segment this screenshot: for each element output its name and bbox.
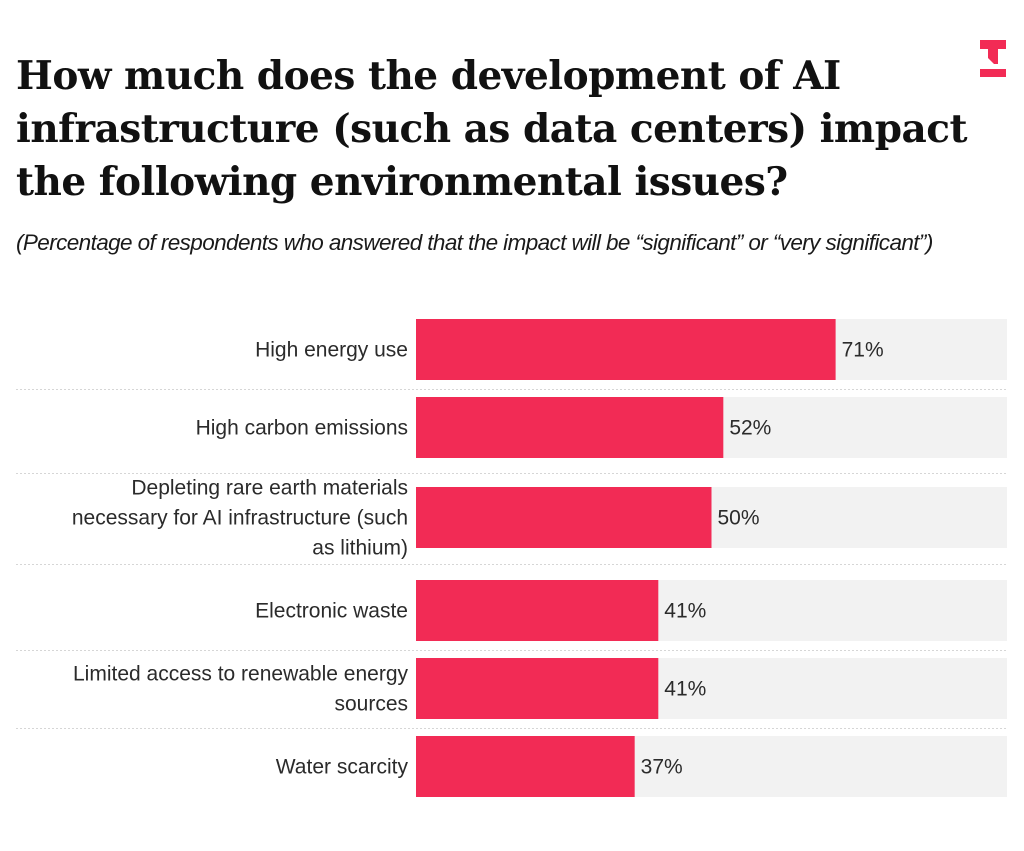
value-label: 50% [718, 507, 760, 530]
category-label: Electronic waste [255, 600, 408, 623]
bar [416, 736, 635, 797]
t-logo-icon [980, 40, 1006, 77]
category-label: High energy use [255, 339, 408, 362]
category-label: as lithium) [312, 537, 408, 560]
category-label: sources [334, 693, 408, 716]
category-label: necessary for AI infrastructure (such [72, 507, 408, 530]
value-label: 41% [664, 600, 706, 623]
bar [416, 397, 724, 458]
bar [416, 319, 836, 380]
chart-subtitle: (Percentage of respondents who answered … [16, 230, 933, 255]
value-label: 37% [641, 756, 683, 779]
category-label: Water scarcity [276, 756, 409, 779]
value-label: 71% [842, 339, 884, 362]
category-label: Limited access to renewable energy [73, 663, 409, 686]
value-label: 52% [729, 417, 771, 440]
bar [416, 487, 712, 548]
chart-title: How much does the development of AI infr… [16, 53, 968, 205]
value-label: 41% [664, 678, 706, 701]
category-label: High carbon emissions [196, 417, 408, 440]
bar [416, 658, 659, 719]
bar [416, 580, 659, 641]
category-label: Depleting rare earth materials [131, 477, 408, 500]
